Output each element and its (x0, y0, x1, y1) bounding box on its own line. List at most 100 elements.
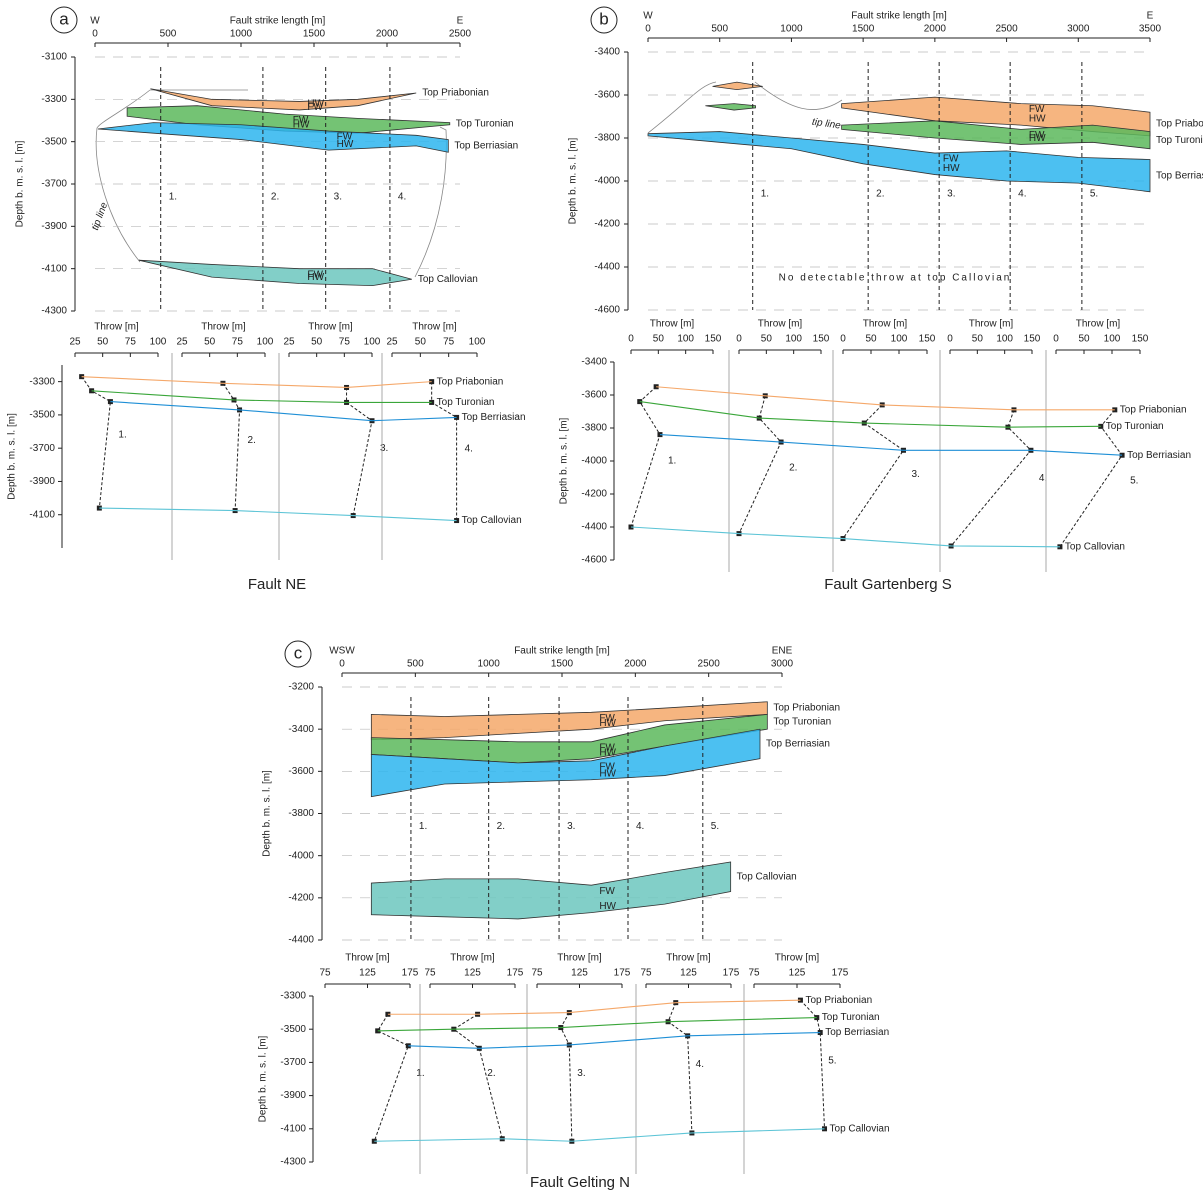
y-tick-label: -3700 (29, 443, 55, 454)
horizon-label: Top Callovian (737, 871, 797, 882)
panel-label: a (59, 9, 69, 28)
panel-label: c (294, 643, 303, 662)
x-tick-label: 125 (464, 968, 481, 979)
x-tick-label: 125 (571, 968, 588, 979)
section-label: 5. (1130, 476, 1138, 487)
x-tick-label: 50 (204, 337, 216, 348)
y-tick-label: -4600 (581, 555, 607, 566)
throw-axis-title: Throw [m] (650, 319, 695, 330)
y-axis-title: Depth b. m. s. l. [m] (262, 770, 273, 857)
x-tick-label: 175 (507, 968, 524, 979)
hw-label: HW (307, 99, 324, 110)
y-tick-label: -3500 (280, 1024, 306, 1035)
section-label: 1. (761, 189, 769, 200)
throw-axis-title: Throw [m] (1076, 319, 1121, 330)
x-tick-label: 1000 (780, 24, 803, 35)
horizon-label: Top Turonian (822, 1012, 880, 1023)
x-tick-label: 75 (748, 968, 760, 979)
x-tick-label: 50 (311, 337, 323, 348)
y-tick-label: -3600 (288, 766, 314, 777)
y-tick-label: -3800 (581, 423, 607, 434)
x-tick-label: 500 (711, 24, 728, 35)
x-tick-label: 25 (69, 337, 81, 348)
hw-label: HW (599, 901, 616, 912)
y-tick-label: -4100 (29, 509, 55, 520)
x-tick-label: 125 (789, 968, 806, 979)
horizon-label: Top Turonian (1106, 421, 1164, 432)
y-tick-label: -3200 (288, 682, 314, 693)
x-tick-label: 1500 (852, 24, 875, 35)
horizon-label: Top Priabonian (422, 88, 489, 99)
hw-label: HW (307, 272, 324, 283)
throw-axis-title: Throw [m] (775, 953, 820, 964)
x-tick-label: 2500 (698, 659, 721, 670)
throw-axis-title: Throw [m] (345, 953, 390, 964)
east-label: ENE (772, 646, 793, 657)
west-label: WSW (329, 646, 355, 657)
x-tick-label: 150 (813, 334, 830, 345)
x-tick-label: 125 (680, 968, 697, 979)
x-tick-label: 125 (359, 968, 376, 979)
y-tick-label: -3300 (41, 94, 67, 105)
hw-label: HW (599, 768, 616, 779)
horizon-label: Top Priabonian (1156, 119, 1203, 130)
y-tick-label: -4300 (280, 1157, 306, 1168)
figure: aFault NEFault strike length [m]WEDepth … (0, 0, 1203, 1196)
section-label: 3. (911, 469, 919, 480)
x-tick-label: 3000 (1067, 24, 1090, 35)
panel-caption: Fault NE (248, 576, 306, 593)
throw-axis-title: Throw [m] (94, 322, 139, 333)
horizon-label: Top Callovian (1065, 541, 1125, 552)
section-label: 2. (497, 821, 505, 832)
y-tick-label: -3500 (29, 410, 55, 421)
x-tick-label: 100 (785, 334, 802, 345)
x-tick-label: 0 (92, 29, 98, 40)
x-tick-label: 50 (865, 334, 877, 345)
x-tick-label: 0 (339, 659, 345, 670)
y-tick-label: -4600 (594, 305, 620, 316)
horizon-label: Top Berriasian (1156, 170, 1203, 181)
x-tick-label: 100 (364, 337, 381, 348)
x-tick-label: 500 (407, 659, 424, 670)
section-label: 4. (696, 1059, 704, 1070)
y-tick-label: -4400 (288, 935, 314, 946)
x-tick-label: 100 (1104, 334, 1121, 345)
y-tick-label: -4000 (594, 176, 620, 187)
section-label: 1. (668, 455, 676, 466)
x-axis-title: Fault strike length [m] (851, 11, 947, 22)
horizon-label: Top Turonian (773, 716, 831, 727)
horizon-label: Top Turonian (437, 397, 495, 408)
y-tick-label: -3400 (594, 47, 620, 58)
horizon-label: Top Berriasian (462, 412, 526, 423)
horizon-label: Top Berriasian (454, 141, 518, 152)
section-label: 3. (567, 821, 575, 832)
y-tick-label: -3700 (41, 179, 67, 190)
x-tick-label: 75 (232, 337, 244, 348)
x-tick-label: 3500 (1139, 24, 1162, 35)
y-tick-label: -3500 (41, 136, 67, 147)
section-label: 3. (334, 191, 342, 202)
y-tick-label: -4000 (581, 456, 607, 467)
west-label: W (643, 11, 653, 22)
section-label: 4. (1018, 189, 1026, 200)
x-tick-label: 75 (640, 968, 652, 979)
throw-axis-title: Throw [m] (450, 953, 495, 964)
section-label: 4. (398, 191, 406, 202)
x-tick-label: 25 (176, 337, 188, 348)
note: No detectable throw at top Callovian (779, 273, 1012, 284)
x-tick-label: 50 (1078, 334, 1090, 345)
hw-label: HW (337, 139, 354, 150)
y-axis-title: Depth b. m. s. l. [m] (568, 137, 579, 224)
x-tick-label: 1500 (303, 29, 326, 40)
x-tick-label: 175 (402, 968, 419, 979)
y-tick-label: -4000 (288, 850, 314, 861)
x-tick-label: 25 (386, 337, 398, 348)
y-tick-label: -3800 (594, 133, 620, 144)
x-axis-title: Fault strike length [m] (230, 16, 326, 27)
y-tick-label: -3600 (594, 90, 620, 101)
section-label: 3. (947, 189, 955, 200)
section-label: 2. (876, 189, 884, 200)
throw-axis-title: Throw [m] (308, 322, 353, 333)
y-tick-label: -3800 (288, 808, 314, 819)
x-tick-label: 100 (677, 334, 694, 345)
